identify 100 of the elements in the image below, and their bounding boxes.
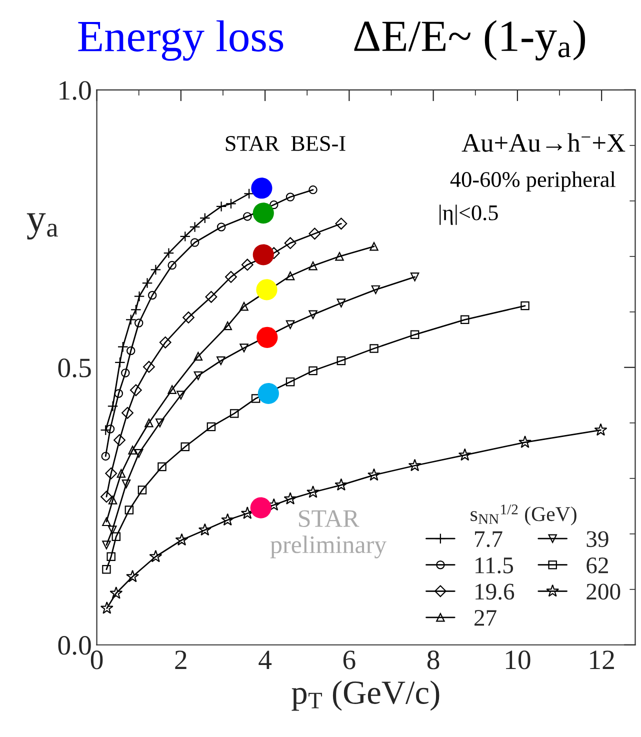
point (114, 389, 124, 398)
annotation: |η|<0.5 (440, 204, 498, 225)
point (156, 418, 164, 428)
point (410, 330, 420, 340)
point (284, 237, 296, 250)
point (142, 360, 155, 373)
point (408, 458, 422, 472)
point (100, 490, 112, 503)
point (460, 315, 470, 324)
point (286, 192, 295, 202)
point (250, 497, 272, 518)
point (168, 260, 176, 270)
point (190, 238, 200, 247)
point (334, 478, 348, 491)
point (594, 423, 608, 436)
annotation: 40-60% peripheral (450, 171, 616, 192)
legend-label: 7.7 (475, 531, 502, 548)
point (308, 185, 318, 194)
point (458, 448, 472, 461)
point (106, 424, 115, 434)
legend-label: 62 (586, 557, 608, 574)
point (108, 526, 117, 534)
point (223, 321, 232, 330)
point (194, 371, 203, 380)
y-tick-label: 0.5 (58, 358, 91, 378)
annotation: STAR preliminary (270, 510, 387, 558)
point (206, 422, 216, 432)
point (180, 231, 191, 242)
annotation: STAR BES-I (226, 136, 346, 151)
point (122, 406, 134, 419)
point (308, 261, 318, 270)
x-tick-label: 4 (258, 650, 272, 670)
point (126, 346, 136, 356)
point (194, 352, 203, 361)
point (110, 586, 123, 599)
point (149, 550, 162, 562)
point (102, 540, 111, 550)
point (225, 270, 237, 283)
x-tick-label: 6 (343, 650, 356, 670)
legend-label: 27 (474, 610, 496, 626)
point (168, 385, 176, 394)
point (226, 198, 236, 210)
x-tick-label: 8 (427, 650, 440, 670)
point (134, 449, 144, 458)
point (258, 382, 279, 404)
point (216, 356, 226, 366)
point (286, 377, 295, 386)
x-tick-label: 10 (506, 650, 530, 670)
point (256, 279, 278, 300)
point (158, 462, 166, 472)
point (159, 336, 172, 348)
point (150, 264, 162, 276)
point (368, 468, 381, 481)
point (126, 570, 140, 582)
point (114, 356, 126, 368)
x-tick-label: 2 (175, 650, 186, 670)
point (102, 517, 111, 526)
point (148, 290, 157, 300)
point (336, 356, 346, 366)
point (175, 533, 188, 546)
point (106, 552, 116, 562)
point (130, 384, 142, 396)
legend-label: 39 (586, 531, 608, 548)
point (189, 222, 200, 232)
point (371, 285, 380, 294)
point (308, 228, 321, 240)
point (163, 248, 174, 258)
x-tick-label: 12 (590, 650, 614, 670)
point (112, 532, 121, 542)
point (105, 467, 118, 480)
annotation: Au+Au→h$^{−}$+X (462, 133, 626, 152)
point (284, 492, 297, 505)
legend-label: 200 (586, 584, 620, 600)
y-tick-label: 1.0 (60, 81, 91, 100)
legend-title: s$_{NN}$$^{1/2}$ (GeV) (470, 504, 576, 526)
chart-title: Energy loss (78, 20, 284, 61)
point (240, 302, 248, 311)
point (251, 178, 272, 199)
point (216, 201, 227, 212)
point (241, 258, 254, 271)
point (221, 513, 234, 526)
point (252, 244, 274, 266)
point (134, 318, 144, 328)
point (125, 314, 136, 326)
point (520, 301, 530, 310)
point (370, 344, 378, 353)
point (121, 368, 130, 378)
point (124, 506, 134, 514)
point (144, 418, 154, 428)
point (308, 366, 318, 376)
point (205, 290, 218, 303)
point (336, 298, 346, 308)
point (230, 409, 239, 418)
x-tick-label: 0 (90, 650, 103, 670)
point (243, 212, 252, 221)
point (240, 344, 248, 352)
point (100, 601, 114, 614)
legend-label: 19.6 (476, 584, 514, 600)
point (335, 218, 348, 230)
point (216, 222, 226, 232)
